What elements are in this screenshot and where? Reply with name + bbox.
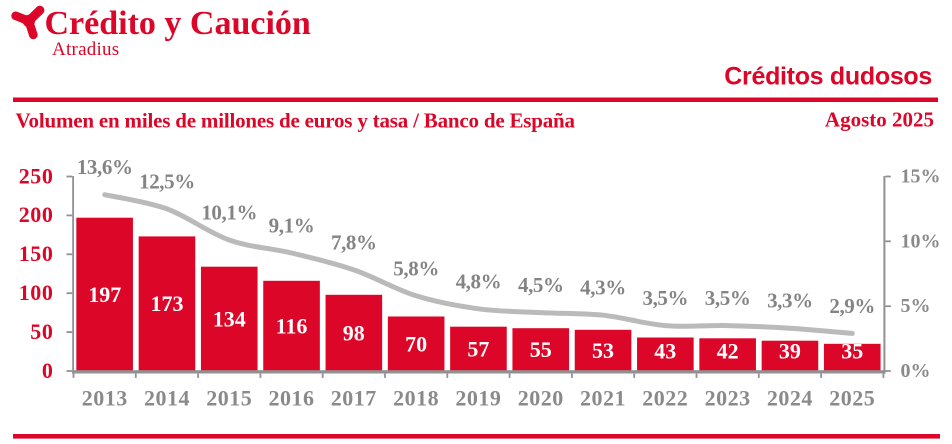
svg-text:2025: 2025 xyxy=(829,386,875,411)
svg-text:2016: 2016 xyxy=(269,386,315,411)
svg-text:2015: 2015 xyxy=(206,386,252,411)
svg-text:2023: 2023 xyxy=(705,386,751,411)
svg-text:39: 39 xyxy=(779,339,801,364)
svg-text:150: 150 xyxy=(19,241,54,266)
svg-text:2022: 2022 xyxy=(642,386,688,411)
svg-text:2,9%: 2,9% xyxy=(829,294,875,318)
svg-text:15%: 15% xyxy=(901,166,941,188)
svg-text:Créditos dudosos: Créditos dudosos xyxy=(724,63,932,91)
svg-text:2017: 2017 xyxy=(331,386,377,411)
svg-text:2014: 2014 xyxy=(144,386,190,411)
svg-text:10%: 10% xyxy=(901,230,941,252)
svg-text:2024: 2024 xyxy=(767,386,813,411)
svg-text:250: 250 xyxy=(19,163,54,188)
svg-text:2021: 2021 xyxy=(580,386,626,411)
svg-text:0: 0 xyxy=(42,358,54,383)
svg-text:4,8%: 4,8% xyxy=(456,269,502,293)
svg-text:70: 70 xyxy=(405,331,427,356)
svg-text:7,8%: 7,8% xyxy=(331,230,377,254)
svg-text:3,5%: 3,5% xyxy=(642,286,688,310)
svg-text:0%: 0% xyxy=(901,360,931,382)
svg-text:43: 43 xyxy=(654,339,676,364)
svg-text:2018: 2018 xyxy=(393,386,439,411)
svg-text:13,6%: 13,6% xyxy=(77,155,133,179)
svg-text:42: 42 xyxy=(717,339,739,364)
svg-text:55: 55 xyxy=(530,337,552,362)
svg-text:5,8%: 5,8% xyxy=(393,256,439,280)
svg-text:12,5%: 12,5% xyxy=(139,169,195,193)
svg-text:5%: 5% xyxy=(901,295,931,317)
svg-text:4,3%: 4,3% xyxy=(580,276,626,300)
svg-text:10,1%: 10,1% xyxy=(201,201,257,225)
svg-text:35: 35 xyxy=(841,339,863,364)
svg-text:2019: 2019 xyxy=(455,386,501,411)
svg-text:100: 100 xyxy=(19,280,54,305)
svg-text:Crédito y Caución: Crédito y Caución xyxy=(45,5,311,42)
svg-text:173: 173 xyxy=(151,291,184,316)
svg-text:200: 200 xyxy=(19,202,54,227)
svg-text:50: 50 xyxy=(30,319,53,344)
svg-text:Agosto 2025: Agosto 2025 xyxy=(825,108,934,132)
svg-text:4,5%: 4,5% xyxy=(518,273,564,297)
svg-text:2013: 2013 xyxy=(82,386,128,411)
svg-text:3,5%: 3,5% xyxy=(705,286,751,310)
svg-text:53: 53 xyxy=(592,338,614,363)
svg-text:Atradius: Atradius xyxy=(52,39,119,60)
svg-text:116: 116 xyxy=(276,313,308,338)
svg-text:57: 57 xyxy=(467,336,489,361)
svg-text:3,3%: 3,3% xyxy=(767,289,813,313)
svg-text:Volumen en miles de millones d: Volumen en miles de millones de euros y … xyxy=(16,108,576,132)
svg-text:2020: 2020 xyxy=(518,386,564,411)
svg-text:197: 197 xyxy=(88,282,121,307)
svg-text:9,1%: 9,1% xyxy=(269,214,315,238)
svg-text:98: 98 xyxy=(343,320,365,345)
svg-text:134: 134 xyxy=(213,306,246,331)
